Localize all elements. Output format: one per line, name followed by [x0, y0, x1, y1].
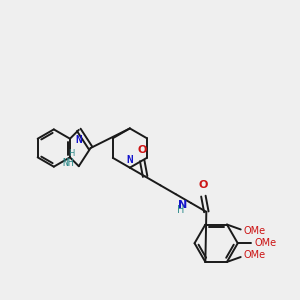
Text: OMe: OMe: [254, 238, 276, 248]
Text: H: H: [68, 149, 74, 158]
Text: NH: NH: [62, 158, 74, 168]
Text: N: N: [178, 200, 187, 210]
Text: O: O: [199, 180, 208, 190]
Text: N: N: [75, 135, 82, 145]
Text: H: H: [177, 205, 184, 215]
Text: OMe: OMe: [243, 250, 266, 260]
Text: N: N: [127, 155, 133, 165]
Text: OMe: OMe: [243, 226, 266, 236]
Text: O: O: [137, 145, 147, 155]
